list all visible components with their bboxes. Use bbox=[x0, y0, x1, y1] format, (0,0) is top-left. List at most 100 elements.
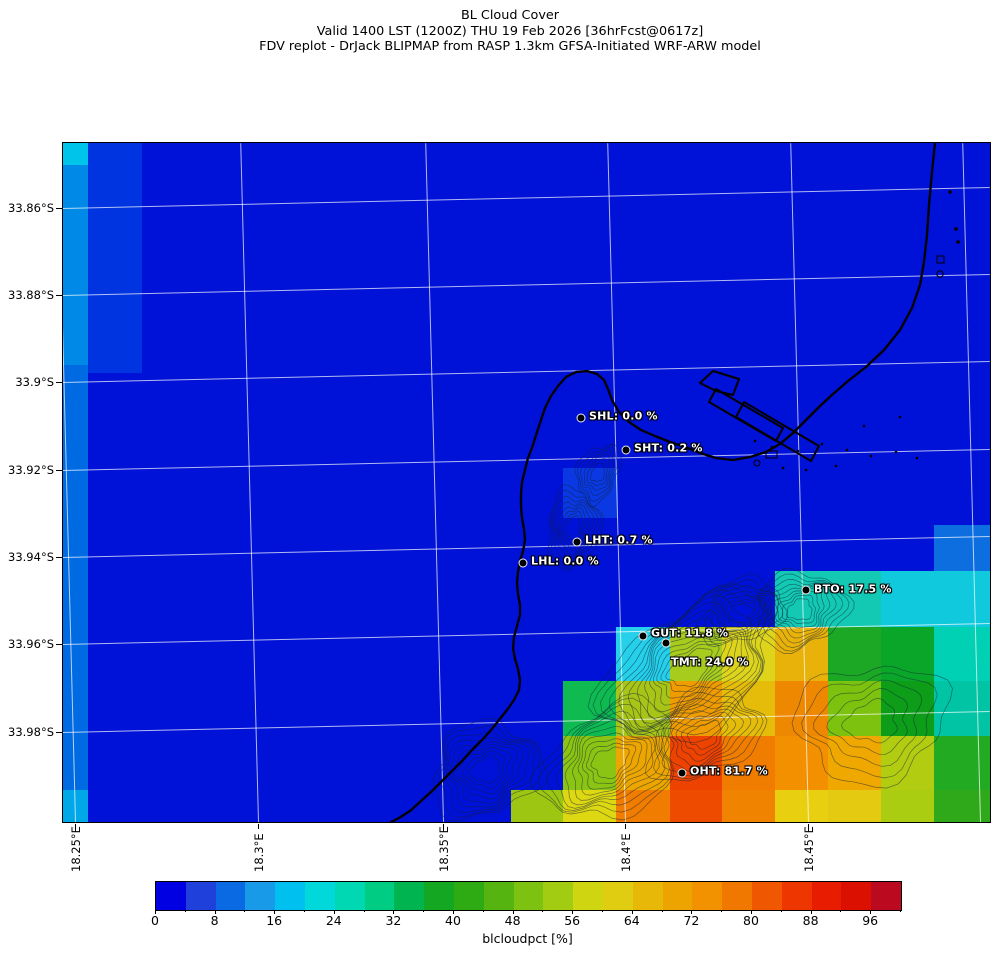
colorbar-segment bbox=[185, 882, 216, 910]
colorbar-segment bbox=[156, 882, 186, 910]
contour-line bbox=[618, 601, 759, 731]
colorbar-segment bbox=[573, 882, 603, 910]
colorbar-segment bbox=[364, 882, 395, 910]
contour-line bbox=[716, 590, 772, 637]
colorbar-tick-label: 56 bbox=[564, 913, 581, 928]
colorbar-tick-label: 24 bbox=[325, 913, 342, 928]
contour-line bbox=[577, 732, 648, 796]
colorbar-segment bbox=[215, 882, 246, 910]
colorbar-tick-label: 0 bbox=[151, 913, 159, 928]
colorbar-tick-label: 72 bbox=[683, 913, 700, 928]
contour-line bbox=[574, 443, 623, 508]
y-tick bbox=[56, 732, 62, 733]
colorbar-segment bbox=[304, 882, 335, 910]
contour-line bbox=[756, 567, 855, 654]
y-tick-label: 33.92°S bbox=[8, 463, 54, 477]
x-tick-label: 18.3°E bbox=[252, 833, 266, 872]
station-label: GUT: 11.8 % bbox=[651, 626, 729, 640]
station-marker bbox=[638, 631, 648, 641]
map-cell bbox=[722, 790, 775, 822]
contour-line bbox=[586, 742, 637, 784]
map-cell bbox=[881, 681, 934, 736]
contour-line bbox=[572, 725, 654, 801]
station-label: TMT: 24.0 % bbox=[671, 655, 749, 669]
contour-line bbox=[590, 462, 606, 482]
contour-line bbox=[547, 484, 605, 572]
station-marker bbox=[621, 445, 631, 455]
coastline bbox=[389, 143, 937, 822]
contour-line bbox=[586, 458, 608, 487]
y-tick bbox=[56, 470, 62, 471]
colorbar-segment bbox=[245, 882, 276, 910]
y-tick bbox=[56, 644, 62, 645]
contour-line bbox=[627, 609, 755, 728]
colorbar-tick-label: 80 bbox=[743, 913, 759, 928]
map-overlay bbox=[389, 143, 960, 822]
colorbar-tick-label: 40 bbox=[445, 913, 461, 928]
contour-line bbox=[592, 585, 769, 736]
map-cell bbox=[63, 365, 88, 790]
x-tick-label: 18.45°E bbox=[802, 826, 816, 872]
contour-line bbox=[581, 738, 643, 790]
contour-line bbox=[555, 504, 591, 557]
colorbar-tick bbox=[572, 909, 574, 914]
map-cell bbox=[670, 627, 722, 681]
station-annotations: SHL: 0.0 % SHT: 0.2 % LHT: 0.7 % LHL: 0.0 %… bbox=[63, 143, 990, 822]
contour-line bbox=[653, 636, 733, 706]
contour-line bbox=[656, 639, 727, 699]
station-label: BTO: 17.5 % bbox=[814, 582, 892, 596]
plot-valid-time: Valid 1400 LST (1200Z) THU 19 Feb 2026 [… bbox=[316, 23, 704, 39]
station-marker bbox=[661, 638, 671, 648]
contour-line bbox=[720, 595, 767, 632]
contour-line bbox=[456, 746, 512, 795]
map-cell bbox=[881, 790, 934, 822]
station-marker bbox=[576, 413, 586, 423]
contour-line bbox=[553, 501, 595, 562]
cloud-cover-cells bbox=[63, 143, 990, 822]
map-cell bbox=[934, 525, 990, 571]
colorbar-segment bbox=[751, 882, 782, 910]
colorbar-segment bbox=[602, 882, 633, 910]
contour-line bbox=[786, 598, 813, 621]
contour-line bbox=[649, 632, 738, 713]
contour-line bbox=[530, 692, 675, 821]
map-cell bbox=[775, 790, 828, 822]
contour-line bbox=[724, 598, 762, 628]
plot-source-line: FDV replot - DrJack BLIPMAP from RASP 1.… bbox=[259, 39, 761, 54]
colorbar-tick-label: 96 bbox=[862, 913, 879, 928]
contour-line bbox=[671, 708, 744, 768]
colorbar-segment bbox=[453, 882, 484, 910]
dock-square bbox=[765, 450, 778, 459]
contour-line bbox=[687, 720, 722, 750]
contour-line bbox=[681, 715, 729, 756]
contour-line bbox=[660, 643, 720, 693]
terrain-contours bbox=[432, 443, 953, 822]
y-tick-label: 33.96°S bbox=[8, 637, 54, 651]
contour-line bbox=[667, 704, 752, 773]
colorbar-tick bbox=[631, 909, 633, 914]
colorbar-segment bbox=[513, 882, 544, 910]
dock-circle bbox=[753, 459, 761, 467]
x-tick bbox=[808, 824, 809, 829]
x-tick-label: 18.25°E bbox=[69, 826, 83, 872]
station-label: LHL: 0.0 % bbox=[531, 554, 599, 568]
figure-title-block: BL Cloud Cover Valid 1400 LST (1200Z) TH… bbox=[10, 8, 1001, 55]
colorbar-segment bbox=[394, 882, 425, 910]
contour-line bbox=[580, 449, 614, 497]
map-cell bbox=[934, 681, 990, 736]
y-tick bbox=[56, 295, 62, 296]
colorbar-segment bbox=[811, 882, 842, 910]
contour-line bbox=[675, 711, 737, 762]
colorbar-tick bbox=[453, 909, 454, 914]
contour-line bbox=[645, 686, 768, 782]
colorbar-segment bbox=[275, 882, 305, 910]
map-cell bbox=[934, 736, 990, 790]
contour-line bbox=[551, 495, 599, 566]
colorbar-tick bbox=[214, 909, 216, 914]
contour-line bbox=[446, 737, 530, 808]
colorbar-segment bbox=[543, 882, 574, 910]
map-cell bbox=[511, 790, 563, 822]
contour-line bbox=[462, 750, 506, 790]
station-label: SHT: 0.2 % bbox=[634, 441, 703, 455]
buoy-square bbox=[936, 255, 945, 264]
